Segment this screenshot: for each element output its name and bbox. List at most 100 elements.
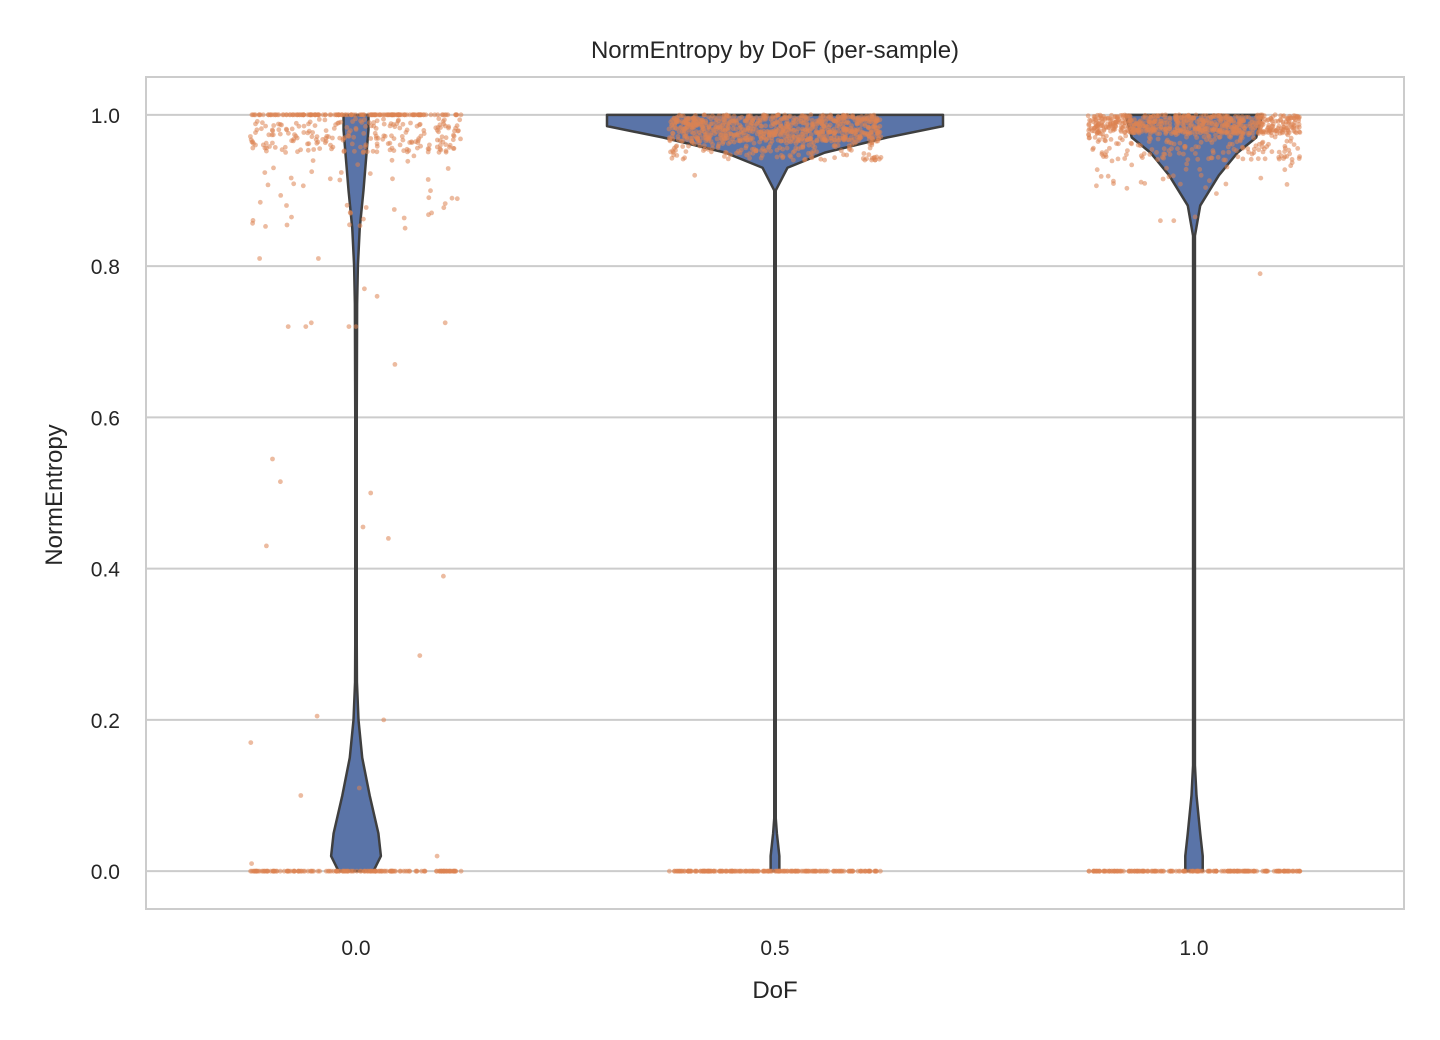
strip-point: [360, 150, 366, 155]
strip-point: [764, 129, 770, 134]
chart-title: NormEntropy by DoF (per-sample): [591, 37, 959, 64]
strip-point: [1136, 868, 1142, 874]
strip-point: [766, 868, 771, 874]
strip-point: [811, 140, 817, 146]
strip-point: [269, 132, 275, 138]
strip-point: [295, 149, 300, 155]
strip-point: [1225, 124, 1231, 130]
strip-point: [1181, 151, 1186, 157]
strip-point: [1268, 116, 1274, 121]
strip-point: [1240, 145, 1246, 151]
strip-point: [353, 116, 358, 122]
strip-point: [382, 133, 388, 139]
strip-point: [1093, 124, 1098, 130]
strip-point: [1129, 162, 1135, 168]
strip-point: [763, 123, 768, 129]
strip-point: [1285, 132, 1291, 138]
strip-point: [1269, 127, 1275, 133]
strip-point: [1134, 127, 1139, 133]
strip-point: [738, 129, 744, 135]
strip-point: [1113, 119, 1119, 124]
strip-point: [440, 112, 446, 118]
strip-point: [1146, 127, 1152, 132]
strip-point: [1231, 868, 1237, 874]
strip-point: [1178, 181, 1183, 187]
strip-point: [680, 138, 685, 144]
strip-point: [693, 122, 699, 128]
strip-point: [1093, 868, 1099, 874]
strip-point: [831, 143, 837, 149]
strip-point: [1114, 141, 1119, 146]
strip-point: [821, 134, 826, 140]
strip-point: [1213, 132, 1218, 138]
strip-point: [417, 121, 423, 127]
strip-point: [1276, 155, 1282, 160]
strip-point: [1171, 218, 1177, 224]
strip-point: [301, 112, 306, 118]
strip-point: [1128, 126, 1134, 132]
strip-point: [1210, 148, 1216, 154]
strip-point: [1095, 112, 1100, 118]
strip-point: [1285, 125, 1291, 131]
strip-point: [790, 149, 796, 155]
strip-point: [1251, 150, 1257, 156]
strip-point: [314, 140, 320, 146]
strip-point: [259, 126, 264, 132]
strip-point: [878, 155, 884, 160]
strip-point: [451, 146, 456, 151]
strip-point: [370, 148, 376, 154]
strip-point: [878, 868, 883, 874]
strip-point: [348, 112, 354, 118]
strip-point: [316, 112, 322, 118]
strip-point: [288, 175, 294, 181]
strip-point: [390, 868, 396, 874]
strip-point: [759, 123, 765, 129]
strip-point: [1269, 149, 1275, 155]
strip-point: [1167, 152, 1173, 157]
strip-point: [1205, 123, 1211, 129]
strip-point: [1265, 125, 1271, 131]
strip-point: [750, 126, 756, 132]
strip-point: [278, 193, 284, 198]
strip-point: [855, 868, 861, 874]
strip-point: [680, 144, 686, 149]
strip-point: [1292, 123, 1297, 128]
strip-point: [1115, 868, 1120, 874]
strip-point: [1281, 868, 1287, 874]
strip-point: [670, 131, 676, 136]
strip-point: [1138, 179, 1144, 185]
strip-point: [743, 143, 749, 149]
strip-point: [748, 122, 754, 128]
strip-point: [1152, 868, 1158, 874]
strip-point: [1166, 174, 1172, 180]
strip-point: [688, 122, 694, 128]
strip-point: [1118, 113, 1124, 118]
strip-point: [718, 868, 723, 874]
strip-point: [844, 152, 850, 158]
strip-point: [1168, 140, 1174, 146]
strip-point: [727, 152, 733, 158]
strip-point: [356, 785, 362, 791]
strip-point: [428, 188, 433, 194]
strip-point: [1142, 181, 1148, 186]
strip-point: [1224, 164, 1230, 170]
strip-point: [1120, 137, 1125, 143]
strip-point: [421, 131, 427, 137]
strip-point: [779, 138, 784, 144]
strip-point: [1094, 131, 1100, 136]
strip-point: [1176, 150, 1182, 156]
strip-point: [353, 324, 359, 329]
strip-point: [1214, 191, 1219, 197]
y-tick-labels: 0.0 0.2 0.4 0.6 0.8 1.0: [91, 105, 121, 884]
strip-point: [1097, 137, 1102, 143]
strip-point: [402, 225, 408, 231]
strip-point: [760, 146, 766, 151]
strip-point: [1206, 134, 1212, 139]
strip-point: [709, 121, 715, 126]
strip-point: [351, 134, 357, 140]
strip-point: [716, 113, 722, 119]
strip-point: [809, 155, 815, 161]
strip-point: [389, 112, 395, 118]
strip-point: [690, 135, 695, 141]
strip-point: [1223, 114, 1229, 120]
